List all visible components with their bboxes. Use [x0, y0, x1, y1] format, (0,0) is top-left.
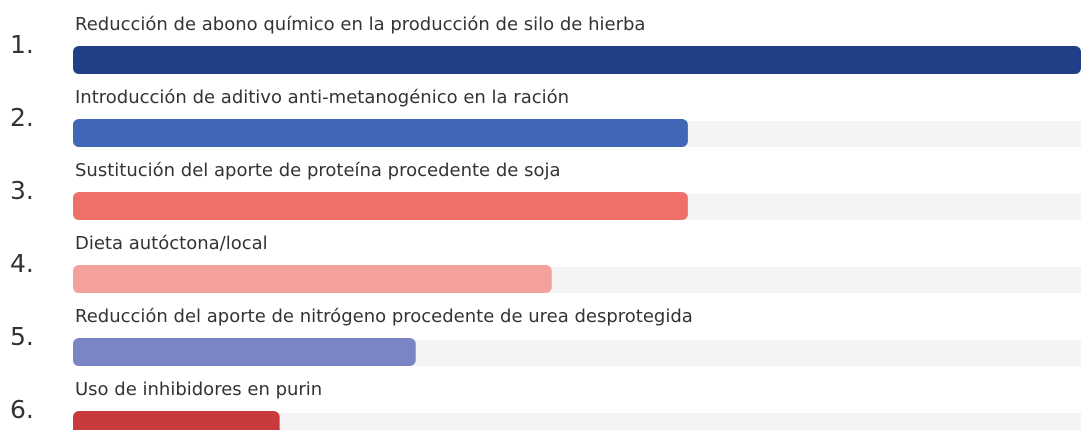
- bar: [73, 119, 688, 147]
- rank: 3.: [10, 176, 34, 205]
- bar: [73, 411, 280, 430]
- rank: 6.: [10, 395, 34, 424]
- rank: 4.: [10, 249, 34, 278]
- category-label: Sustitución del aporte de proteína proce…: [75, 160, 561, 181]
- rank: 2.: [10, 103, 34, 132]
- rank: 5.: [10, 322, 34, 351]
- category-label: Introducción de aditivo anti-metanogénic…: [75, 87, 569, 108]
- category-label: Reducción de abono químico en la producc…: [75, 14, 645, 35]
- rank: 1.: [10, 30, 34, 59]
- bar-track: [73, 413, 1081, 430]
- bar: [73, 46, 1081, 74]
- bar: [73, 338, 416, 366]
- category-label: Dieta autóctona/local: [75, 233, 268, 254]
- bar: [73, 192, 688, 220]
- category-label: Reducción del aporte de nitrógeno proced…: [75, 306, 693, 327]
- category-label: Uso de inhibidores en purin: [75, 379, 322, 400]
- bar: [73, 265, 552, 293]
